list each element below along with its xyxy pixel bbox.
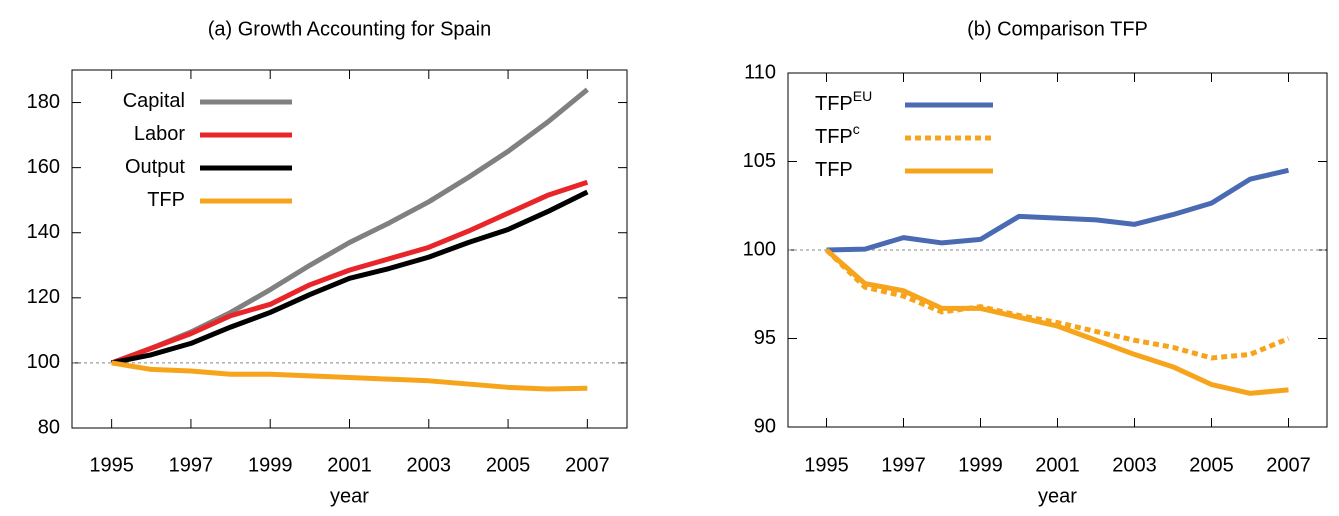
y-tick-label: 110 bbox=[744, 61, 776, 83]
x-tick-label: 1995 bbox=[89, 454, 134, 476]
y-tick-label: 100 bbox=[27, 351, 60, 373]
data-line bbox=[111, 360, 588, 392]
legend-label: TFP bbox=[147, 189, 185, 211]
x-axis-label: year bbox=[330, 485, 369, 507]
y-tick-label: 180 bbox=[27, 91, 60, 113]
x-tick-label: 2007 bbox=[565, 454, 610, 476]
plot-frame bbox=[787, 72, 1328, 428]
data-line bbox=[826, 167, 1290, 253]
y-tick-label: 140 bbox=[27, 221, 60, 243]
legend-name: TFP bbox=[815, 93, 853, 115]
y-tick-label: 100 bbox=[743, 238, 776, 260]
legend-label: TFP bbox=[815, 159, 853, 181]
chart-title: (a) Growth Accounting for Spain bbox=[208, 18, 491, 40]
data-line bbox=[824, 248, 1290, 361]
y-tick-label: 95 bbox=[754, 327, 776, 349]
x-tick-label: 2003 bbox=[407, 454, 452, 476]
y-tick-label: 80 bbox=[38, 416, 60, 438]
legend-label: Capital bbox=[123, 90, 185, 112]
x-axis-label: year bbox=[1038, 485, 1077, 507]
x-tick-label: 1995 bbox=[804, 454, 849, 476]
legend-label: TFPEU bbox=[815, 88, 872, 116]
legend-name: TFP bbox=[815, 126, 853, 148]
plot-frame bbox=[71, 69, 628, 429]
y-tick-label: 120 bbox=[27, 286, 60, 308]
data-line bbox=[111, 189, 589, 366]
chart-title: (b) Comparison TFP bbox=[967, 18, 1148, 40]
y-tick-label: 90 bbox=[754, 415, 776, 437]
legend-label: TFPc bbox=[815, 121, 860, 149]
legend-label: Output bbox=[125, 156, 185, 178]
legend-name: TFP bbox=[815, 159, 853, 181]
data-line bbox=[110, 179, 589, 366]
data-line bbox=[824, 248, 1289, 396]
legend-label: Labor bbox=[134, 123, 185, 145]
legend-name: Labor bbox=[134, 123, 185, 145]
x-tick-label: 1999 bbox=[958, 454, 1003, 476]
x-tick-label: 1997 bbox=[881, 454, 926, 476]
y-tick-label: 105 bbox=[743, 150, 776, 172]
legend-name: Capital bbox=[123, 90, 185, 112]
x-tick-label: 2001 bbox=[327, 454, 372, 476]
x-tick-label: 2007 bbox=[1266, 454, 1311, 476]
x-tick-label: 2005 bbox=[1189, 454, 1234, 476]
x-tick-label: 2001 bbox=[1035, 454, 1080, 476]
legend-superscript: EU bbox=[853, 88, 872, 104]
x-tick-label: 1999 bbox=[248, 454, 293, 476]
x-tick-label: 1997 bbox=[169, 454, 214, 476]
y-tick-label: 160 bbox=[27, 156, 60, 178]
legend-name: TFP bbox=[147, 189, 185, 211]
legend-superscript: c bbox=[853, 121, 860, 137]
x-tick-label: 2005 bbox=[486, 454, 531, 476]
x-tick-label: 2003 bbox=[1112, 454, 1157, 476]
legend-name: Output bbox=[125, 156, 185, 178]
